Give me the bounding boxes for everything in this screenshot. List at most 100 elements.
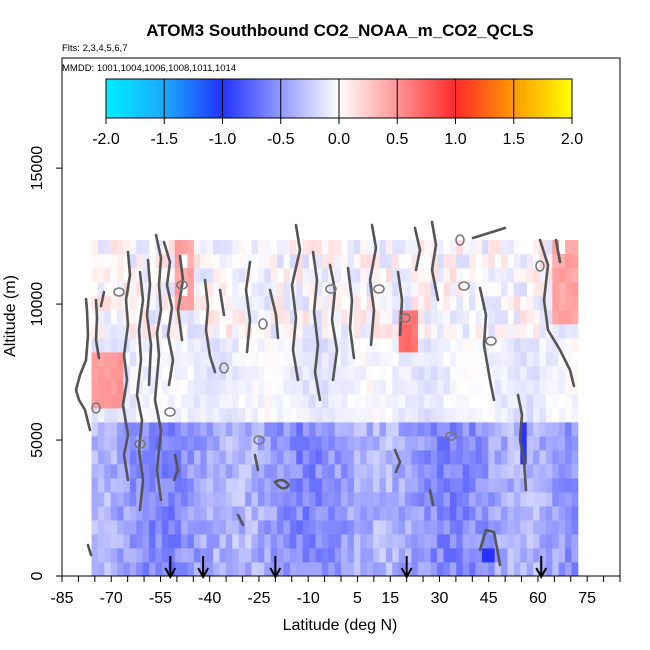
heatmap-cell [97, 380, 105, 395]
heatmap-cell [219, 268, 227, 283]
heatmap-cell [225, 282, 233, 297]
contour-line [244, 260, 252, 354]
heatmap-cell [200, 408, 208, 423]
heatmap-cell [91, 562, 99, 577]
heatmap-cell [385, 380, 393, 395]
contour-line [86, 543, 93, 557]
heatmap-cell [373, 394, 380, 409]
heatmap-cell [193, 506, 201, 521]
heatmap-cell [142, 478, 150, 493]
heatmap-cell [424, 506, 432, 521]
heatmap-cell [507, 436, 515, 451]
heatmap-cell [129, 492, 137, 507]
heatmap-cell [481, 520, 489, 535]
heatmap-cell [373, 464, 380, 479]
heatmap-cell [488, 268, 496, 283]
heatmap-cell [104, 380, 112, 395]
heatmap-cell [110, 464, 118, 479]
heatmap-cell [405, 492, 412, 507]
heatmap-cell [309, 338, 316, 353]
zero-contour-ovals [91, 234, 545, 449]
heatmap-cell [545, 408, 553, 423]
heatmap-cell [91, 352, 99, 367]
heatmap-cell [533, 366, 540, 381]
heatmap-cell [520, 324, 528, 339]
heatmap-cell [104, 506, 112, 521]
contour-line [478, 286, 496, 402]
heatmap-cell [552, 520, 560, 535]
heatmap-cell [353, 562, 361, 577]
heatmap-cell [507, 464, 515, 479]
heatmap-cell [142, 422, 150, 437]
heatmap-cell [392, 394, 400, 409]
heatmap-cell [424, 310, 432, 325]
heatmap-cell [277, 380, 284, 395]
heatmap-cell [501, 282, 508, 297]
heatmap-cell [117, 338, 124, 353]
heatmap-cell [174, 534, 182, 549]
heatmap-cell [501, 268, 508, 283]
heatmap-cell [97, 338, 105, 353]
heatmap-cell [168, 562, 176, 577]
flight-arrows [164, 556, 548, 580]
heatmap-cell [392, 520, 400, 535]
heatmap-cell [232, 548, 240, 563]
heatmap-cell [456, 492, 464, 507]
heatmap-cell [238, 548, 246, 563]
heatmap-cell [462, 380, 470, 395]
heatmap-cell [142, 534, 150, 549]
heatmap-cell [193, 436, 201, 451]
heatmap-cell [417, 436, 425, 451]
heatmap-cell [110, 394, 118, 409]
heatmap-cell [104, 240, 112, 255]
heatmap-cell [481, 296, 489, 311]
heatmap-cell [110, 324, 118, 339]
heatmap-cell [347, 268, 355, 283]
heatmap-cell [462, 310, 470, 325]
heatmap-cell [161, 492, 169, 507]
heatmap-cell [513, 254, 521, 269]
heatmap-cell [232, 380, 240, 395]
heatmap-cell [181, 562, 188, 577]
heatmap-cell [462, 366, 470, 381]
heatmap-cell [449, 478, 457, 493]
heatmap-cell [424, 380, 432, 395]
heatmap-cell [513, 436, 521, 451]
heatmap-cell [424, 268, 432, 283]
heatmap-cell [219, 240, 227, 255]
heatmap-cell [424, 296, 432, 311]
heatmap-cell [385, 310, 393, 325]
heatmap-cell [449, 422, 457, 437]
heatmap-cell [373, 366, 380, 381]
heatmap-cell [411, 436, 419, 451]
heatmap-cell [571, 380, 579, 395]
heatmap-cell [385, 282, 393, 297]
heatmap-cell [411, 310, 419, 325]
heatmap-cell [411, 268, 419, 283]
contour-oval [176, 280, 188, 290]
heatmap-cell [347, 422, 355, 437]
heatmap-cell [315, 366, 323, 381]
heatmap-cell [417, 534, 425, 549]
heatmap-cell [373, 282, 380, 297]
heatmap-cell [155, 366, 163, 381]
heatmap-cell [501, 436, 508, 451]
heatmap-cell [353, 338, 361, 353]
heatmap-cell [513, 464, 521, 479]
heatmap-cell [174, 408, 182, 423]
heatmap-cell [251, 380, 259, 395]
heatmap-cell [270, 380, 278, 395]
heatmap-cell [398, 324, 406, 339]
heatmap-cell [213, 352, 220, 367]
heatmap-cell [360, 380, 368, 395]
heatmap-cell [379, 422, 387, 437]
heatmap-cell [91, 240, 99, 255]
heatmap-cell [117, 268, 124, 283]
heatmap-cell [270, 254, 278, 269]
contour-line [428, 488, 435, 507]
heatmap-cell [398, 338, 406, 353]
heatmap-cell [97, 548, 105, 563]
heatmap-cell [411, 324, 419, 339]
heatmap-cell [117, 240, 124, 255]
heatmap-cell [501, 240, 508, 255]
